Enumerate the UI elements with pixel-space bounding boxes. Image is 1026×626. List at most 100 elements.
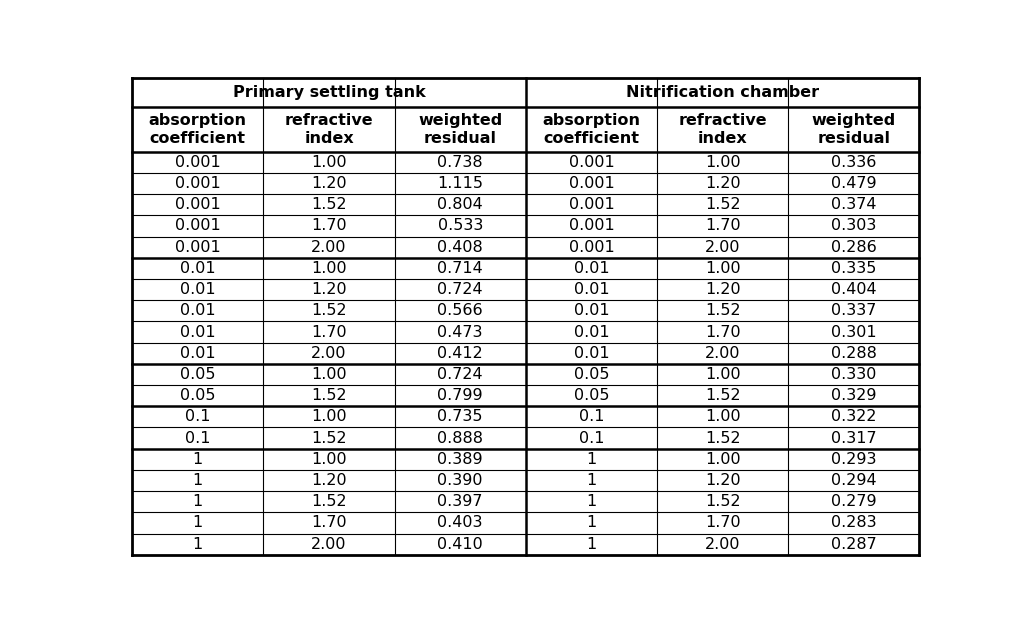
Text: 0.01: 0.01 — [574, 282, 609, 297]
Text: 0.293: 0.293 — [831, 452, 876, 467]
Text: 0.473: 0.473 — [437, 324, 483, 339]
Text: 1.00: 1.00 — [705, 155, 741, 170]
Text: 0.286: 0.286 — [831, 240, 876, 255]
Text: 0.408: 0.408 — [437, 240, 483, 255]
Text: 1.52: 1.52 — [311, 431, 347, 446]
Text: 1.00: 1.00 — [705, 452, 741, 467]
Text: 0.001: 0.001 — [568, 197, 615, 212]
Text: 1: 1 — [586, 515, 596, 530]
Text: 0.001: 0.001 — [568, 218, 615, 233]
Text: 0.1: 0.1 — [579, 431, 604, 446]
Text: 1: 1 — [193, 515, 203, 530]
Text: 0.01: 0.01 — [574, 261, 609, 276]
Text: 0.390: 0.390 — [437, 473, 483, 488]
Text: 0.1: 0.1 — [185, 431, 210, 446]
Text: 2.00: 2.00 — [311, 346, 347, 361]
Text: 0.374: 0.374 — [831, 197, 876, 212]
Text: refractive
index: refractive index — [284, 113, 373, 146]
Text: 1.00: 1.00 — [311, 367, 347, 382]
Text: 0.1: 0.1 — [185, 409, 210, 424]
Text: 0.303: 0.303 — [831, 218, 876, 233]
Text: 0.01: 0.01 — [180, 282, 215, 297]
Text: 0.412: 0.412 — [437, 346, 483, 361]
Text: 0.287: 0.287 — [831, 536, 876, 552]
Text: 1.00: 1.00 — [311, 261, 347, 276]
Text: 0.336: 0.336 — [831, 155, 876, 170]
Text: 1.70: 1.70 — [705, 218, 741, 233]
Text: 0.410: 0.410 — [437, 536, 483, 552]
Text: 0.001: 0.001 — [175, 240, 221, 255]
Text: 1: 1 — [586, 494, 596, 509]
Text: 0.322: 0.322 — [831, 409, 876, 424]
Text: 2.00: 2.00 — [311, 536, 347, 552]
Text: 0.335: 0.335 — [831, 261, 876, 276]
Text: 1.52: 1.52 — [311, 494, 347, 509]
Text: 0.724: 0.724 — [437, 367, 483, 382]
Text: 0.804: 0.804 — [437, 197, 483, 212]
Text: 0.724: 0.724 — [437, 282, 483, 297]
Text: 0.279: 0.279 — [831, 494, 876, 509]
Text: 0.001: 0.001 — [175, 197, 221, 212]
Text: weighted
residual: weighted residual — [812, 113, 896, 146]
Text: 2.00: 2.00 — [705, 240, 741, 255]
Text: 0.01: 0.01 — [574, 346, 609, 361]
Text: 0.301: 0.301 — [831, 324, 876, 339]
Text: 1: 1 — [193, 536, 203, 552]
Text: 0.283: 0.283 — [831, 515, 876, 530]
Text: 0.001: 0.001 — [175, 218, 221, 233]
Text: 1.52: 1.52 — [705, 494, 741, 509]
Text: 1: 1 — [586, 536, 596, 552]
Text: 0.001: 0.001 — [175, 155, 221, 170]
Text: 0.01: 0.01 — [574, 324, 609, 339]
Text: 0.337: 0.337 — [831, 304, 876, 319]
Text: 0.01: 0.01 — [180, 324, 215, 339]
Text: 1.70: 1.70 — [705, 515, 741, 530]
Text: 0.294: 0.294 — [831, 473, 876, 488]
Text: 1.52: 1.52 — [705, 431, 741, 446]
Text: 0.01: 0.01 — [180, 304, 215, 319]
Text: 1.20: 1.20 — [311, 282, 347, 297]
Text: 0.888: 0.888 — [437, 431, 483, 446]
Text: 1.20: 1.20 — [705, 473, 741, 488]
Text: 1.52: 1.52 — [705, 197, 741, 212]
Text: 0.05: 0.05 — [181, 367, 215, 382]
Text: 0.01: 0.01 — [180, 346, 215, 361]
Text: 2.00: 2.00 — [311, 240, 347, 255]
Text: 0.05: 0.05 — [574, 388, 609, 403]
Text: 0.403: 0.403 — [437, 515, 483, 530]
Text: 0.404: 0.404 — [831, 282, 876, 297]
Text: 1.70: 1.70 — [311, 218, 347, 233]
Text: 1.20: 1.20 — [311, 473, 347, 488]
Text: 1.20: 1.20 — [705, 176, 741, 191]
Text: 0.1: 0.1 — [579, 409, 604, 424]
Text: 0.288: 0.288 — [831, 346, 877, 361]
Text: 1.00: 1.00 — [311, 452, 347, 467]
Text: 1.52: 1.52 — [705, 388, 741, 403]
Text: 1.00: 1.00 — [311, 409, 347, 424]
Text: 1.20: 1.20 — [311, 176, 347, 191]
Text: 2.00: 2.00 — [705, 346, 741, 361]
Text: Nitrification chamber: Nitrification chamber — [626, 85, 819, 100]
Text: 1.70: 1.70 — [311, 324, 347, 339]
Text: 1.52: 1.52 — [311, 388, 347, 403]
Text: 1: 1 — [586, 452, 596, 467]
Text: 0.001: 0.001 — [568, 155, 615, 170]
Text: Primary settling tank: Primary settling tank — [233, 85, 426, 100]
Text: 0.001: 0.001 — [568, 176, 615, 191]
Text: 0.05: 0.05 — [574, 367, 609, 382]
Text: 1.52: 1.52 — [311, 197, 347, 212]
Text: 1.00: 1.00 — [705, 261, 741, 276]
Text: 0.714: 0.714 — [437, 261, 483, 276]
Text: refractive
index: refractive index — [678, 113, 767, 146]
Text: 0.329: 0.329 — [831, 388, 876, 403]
Text: 0.001: 0.001 — [175, 176, 221, 191]
Text: 1.70: 1.70 — [311, 515, 347, 530]
Text: 0.799: 0.799 — [437, 388, 483, 403]
Text: absorption
coefficient: absorption coefficient — [543, 113, 640, 146]
Text: 0.738: 0.738 — [437, 155, 483, 170]
Text: 0.001: 0.001 — [568, 240, 615, 255]
Text: 1: 1 — [193, 473, 203, 488]
Text: 0.317: 0.317 — [831, 431, 876, 446]
Text: 1.00: 1.00 — [311, 155, 347, 170]
Text: 0.330: 0.330 — [831, 367, 876, 382]
